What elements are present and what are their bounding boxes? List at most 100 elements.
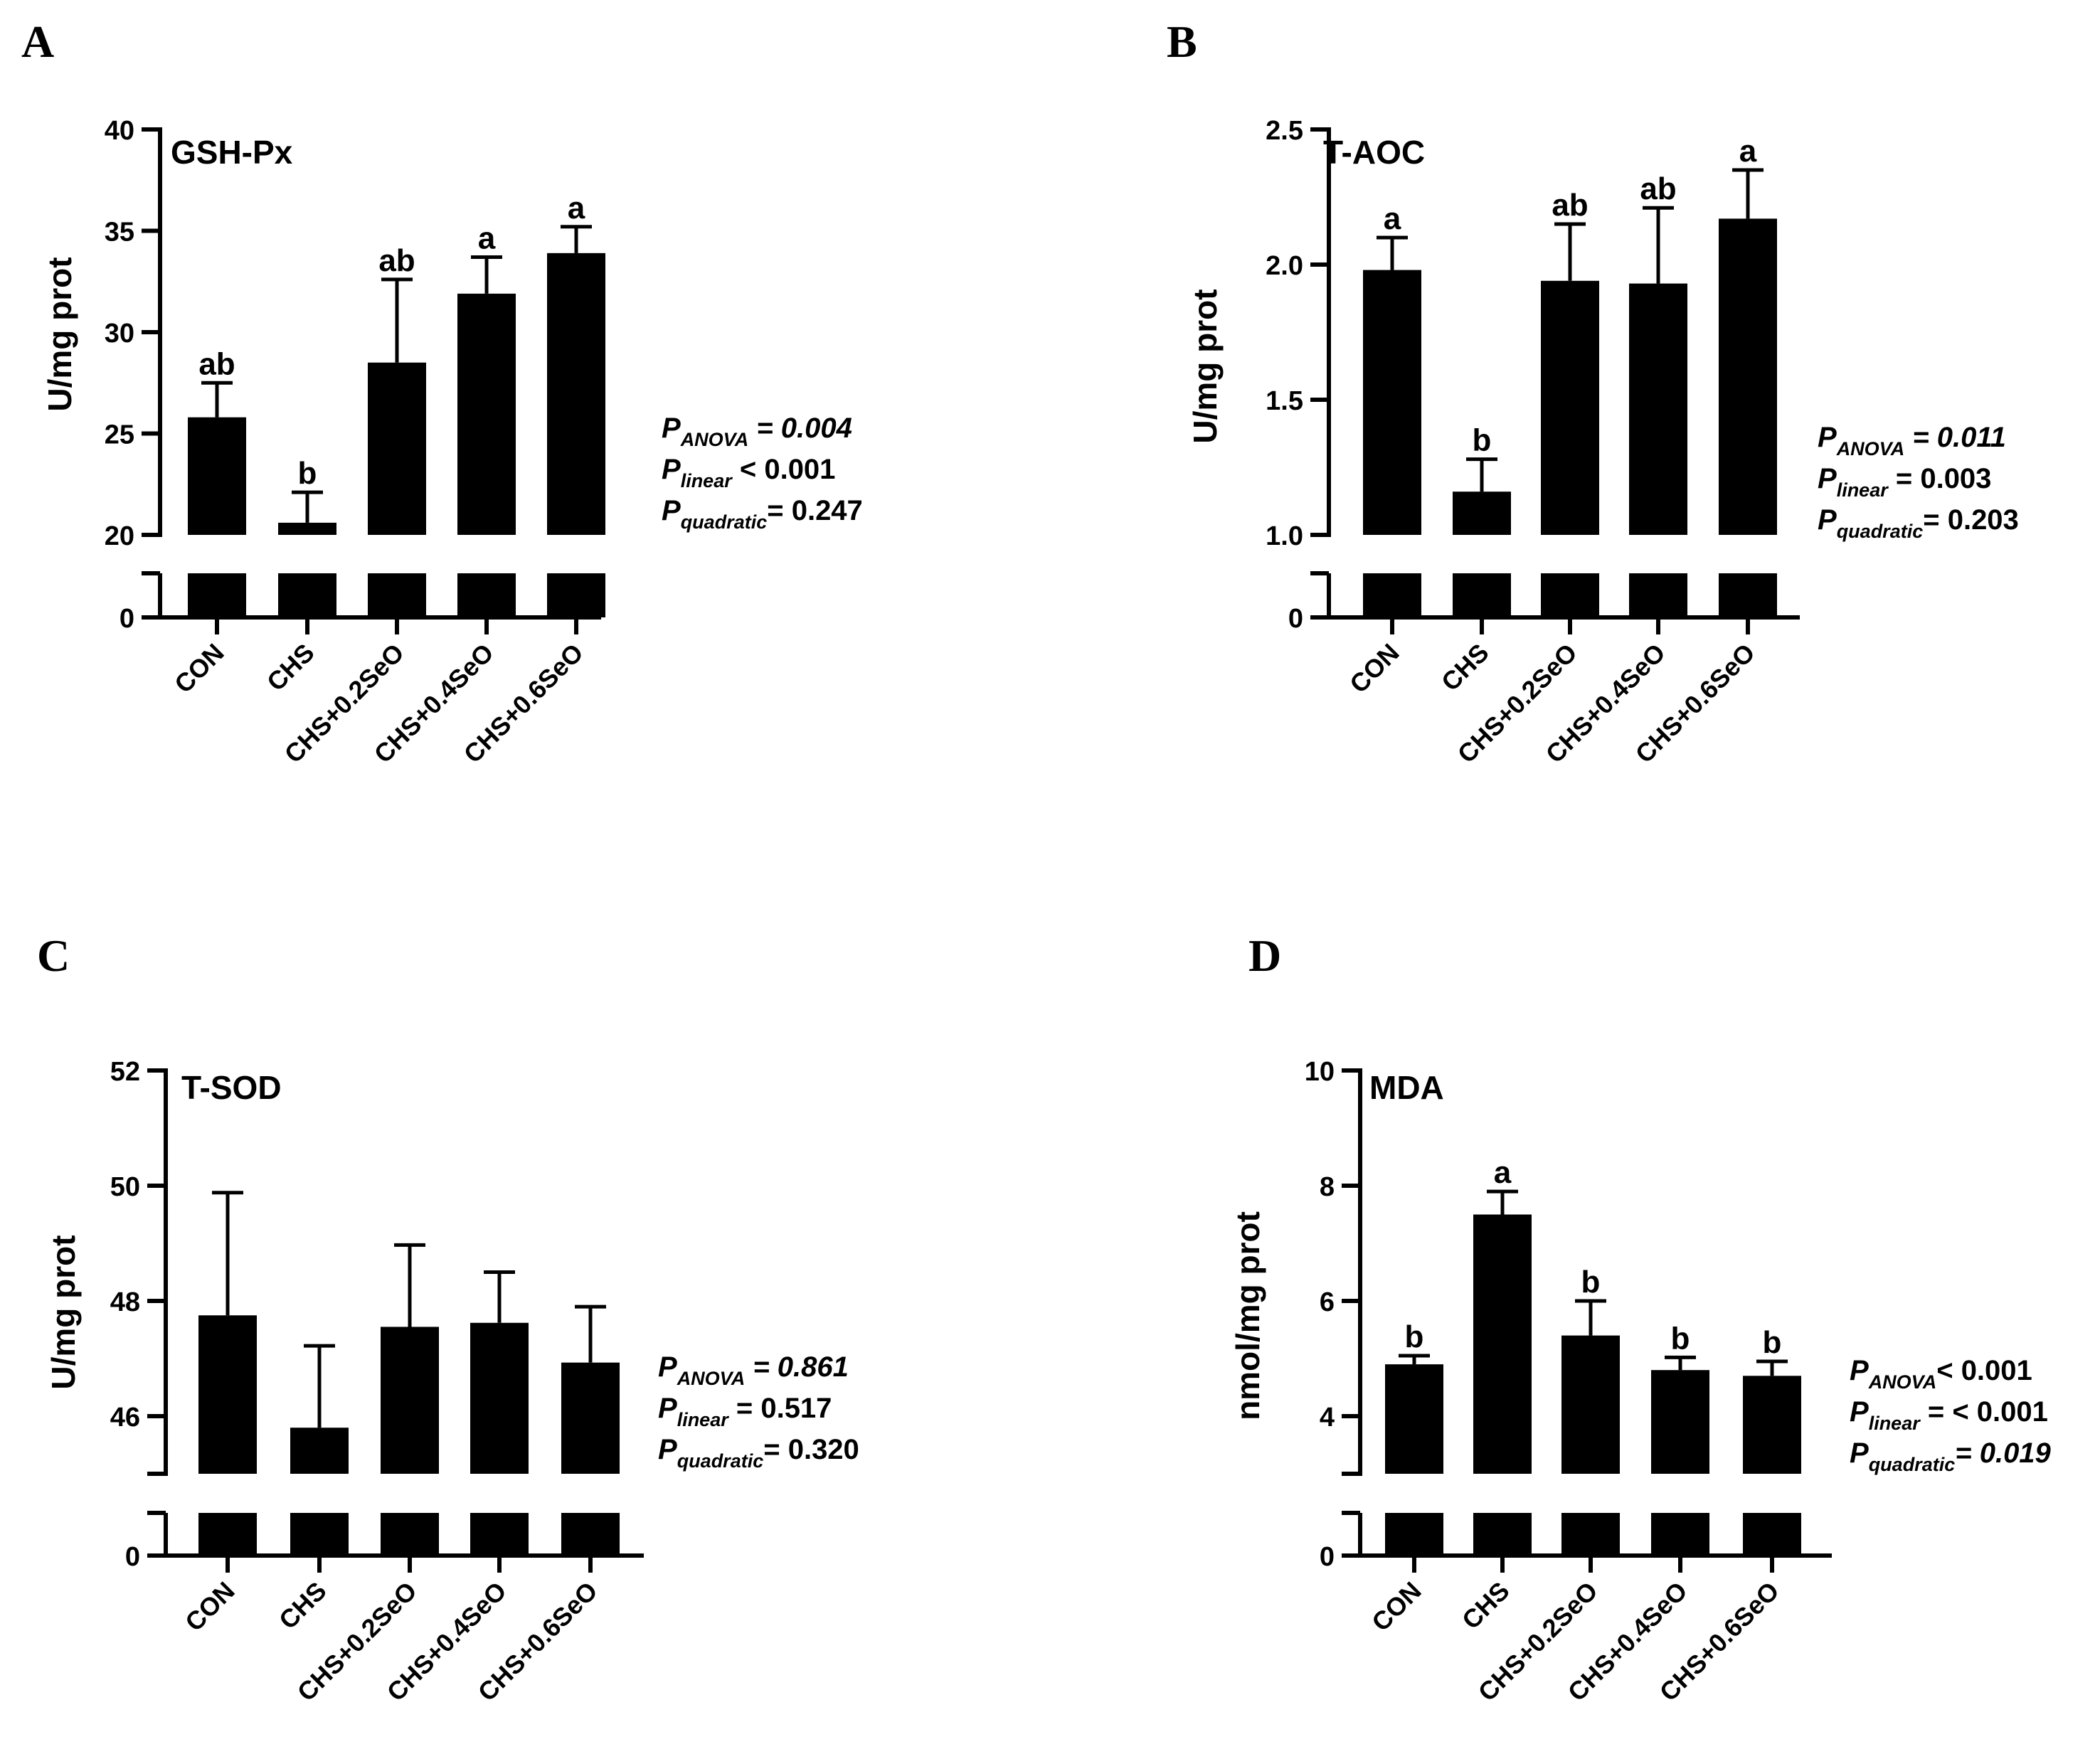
stat-line-b: Plinear = 0.003 xyxy=(1818,463,1991,501)
bar-d xyxy=(1385,1364,1443,1474)
bar-stub-c xyxy=(381,1513,439,1556)
panel-b: B T-AOC U/mg prot 1.0 1.5 2.0 2.5 0 a CON b CHS a… xyxy=(1167,16,2019,769)
y-tick-label-a: 40 xyxy=(105,116,134,146)
stat-line-d: Plinear = < 0.001 xyxy=(1850,1396,2048,1434)
y-tick-label-a: 20 xyxy=(105,521,134,551)
significance-letter-b: ab xyxy=(1640,171,1676,206)
bar-stub-c xyxy=(561,1513,620,1556)
panel-a: A GSH-Px U/mg prot 20 25 30 35 40 0 ab CON b CHS a… xyxy=(21,16,863,769)
chart-title-c: T-SOD xyxy=(181,1069,282,1106)
chart-title-d: MDA xyxy=(1369,1069,1444,1106)
bar-stub-a xyxy=(368,573,426,617)
significance-letter-a: a xyxy=(568,191,585,225)
bar-stub-c xyxy=(290,1513,349,1556)
bar-stub-a xyxy=(457,573,516,617)
y-tick-label-c: 50 xyxy=(110,1172,140,1202)
stat-line-a: Plinear < 0.001 xyxy=(662,454,835,491)
bar-b xyxy=(1453,491,1511,535)
category-label-d: CHS xyxy=(1456,1576,1515,1635)
significance-letter-a: b xyxy=(298,456,317,491)
bar-c xyxy=(561,1362,620,1474)
y-axis-label-b: U/mg prot xyxy=(1187,289,1224,443)
y-tick-label-b: 2.5 xyxy=(1266,116,1303,146)
category-label-a: CHS xyxy=(261,638,320,697)
bar-stub-d xyxy=(1473,1513,1532,1556)
y-tick-label-d: 8 xyxy=(1320,1172,1335,1202)
bar-d xyxy=(1473,1214,1532,1474)
stat-line-c: PANOVA = 0.861 xyxy=(658,1351,849,1389)
chart-title-a: GSH-Px xyxy=(171,134,293,171)
bar-stub-d xyxy=(1743,1513,1801,1556)
y-tick-label-zero-a: 0 xyxy=(120,604,134,634)
y-axis-label-d: nmol/mg prot xyxy=(1229,1211,1266,1420)
category-label-c: CHS xyxy=(273,1576,332,1635)
bar-a xyxy=(547,253,605,535)
bar-stub-d xyxy=(1561,1513,1620,1556)
bar-a xyxy=(457,293,516,535)
bar-stub-b xyxy=(1541,573,1599,617)
bar-b xyxy=(1719,218,1777,535)
y-axis-label-a: U/mg prot xyxy=(41,257,78,411)
significance-letter-d: b xyxy=(1671,1321,1690,1356)
significance-letter-b: b xyxy=(1473,423,1492,458)
significance-letter-d: b xyxy=(1763,1325,1782,1360)
significance-letter-d: a xyxy=(1494,1155,1512,1190)
bar-stub-b xyxy=(1453,573,1511,617)
category-label-b: CON xyxy=(1344,638,1405,699)
bar-stub-a xyxy=(188,573,246,617)
stat-line-a: Pquadratic= 0.247 xyxy=(662,495,863,533)
significance-letter-a: ab xyxy=(198,346,235,381)
bar-stub-a xyxy=(547,573,605,617)
y-tick-label-c: 48 xyxy=(110,1287,140,1317)
bar-d xyxy=(1561,1335,1620,1474)
stat-line-d: Pquadratic= 0.019 xyxy=(1850,1438,2052,1475)
bar-stub-b xyxy=(1363,573,1421,617)
category-label-a: CON xyxy=(169,638,230,699)
y-tick-label-c: 46 xyxy=(110,1403,140,1433)
significance-letter-b: ab xyxy=(1552,188,1588,223)
bar-c xyxy=(470,1322,529,1474)
y-tick-label-d: 4 xyxy=(1320,1403,1335,1433)
y-tick-label-zero-b: 0 xyxy=(1288,604,1303,634)
y-tick-label-a: 30 xyxy=(105,319,134,349)
chart-title-b: T-AOC xyxy=(1323,134,1425,171)
bar-stub-c xyxy=(198,1513,257,1556)
bar-d xyxy=(1743,1376,1801,1474)
panel-letter-d: D xyxy=(1248,930,1281,981)
stat-line-a: PANOVA = 0.004 xyxy=(662,413,852,450)
bar-stub-a xyxy=(278,573,336,617)
bar-stub-c xyxy=(470,1513,529,1556)
panel-letter-b: B xyxy=(1167,16,1197,67)
significance-letter-b: a xyxy=(1739,134,1757,169)
bar-stub-b xyxy=(1629,573,1687,617)
category-label-c: CON xyxy=(179,1576,240,1637)
category-label-b: CHS xyxy=(1436,638,1495,697)
y-tick-label-b: 1.5 xyxy=(1266,386,1303,416)
y-tick-label-zero-d: 0 xyxy=(1320,1542,1335,1572)
category-label-d: CON xyxy=(1366,1576,1427,1637)
y-tick-label-b: 2.0 xyxy=(1266,251,1303,281)
bar-c xyxy=(198,1315,257,1474)
bar-b xyxy=(1541,280,1599,535)
stat-line-c: Plinear = 0.517 xyxy=(658,1393,832,1430)
stat-line-b: Pquadratic= 0.203 xyxy=(1818,504,2019,542)
stat-line-c: Pquadratic= 0.320 xyxy=(658,1434,859,1472)
significance-letter-d: b xyxy=(1581,1265,1601,1300)
significance-letter-a: ab xyxy=(378,243,415,278)
y-tick-label-zero-c: 0 xyxy=(125,1542,140,1572)
panel-d: D MDA nmol/mg prot 468100bCONaCHSbCHS+0.… xyxy=(1229,930,2052,1707)
stat-line-b: PANOVA = 0.011 xyxy=(1818,422,2006,459)
significance-letter-a: a xyxy=(478,221,496,256)
y-tick-label-d: 6 xyxy=(1320,1287,1335,1317)
bar-b xyxy=(1363,270,1421,535)
y-tick-label-a: 35 xyxy=(105,218,134,248)
bar-a xyxy=(368,362,426,535)
y-tick-label-b: 1.0 xyxy=(1266,521,1303,551)
bar-stub-b xyxy=(1719,573,1777,617)
bar-a xyxy=(188,417,246,535)
significance-letter-b: a xyxy=(1384,201,1401,236)
bar-stub-d xyxy=(1385,1513,1443,1556)
bar-b xyxy=(1629,283,1687,535)
